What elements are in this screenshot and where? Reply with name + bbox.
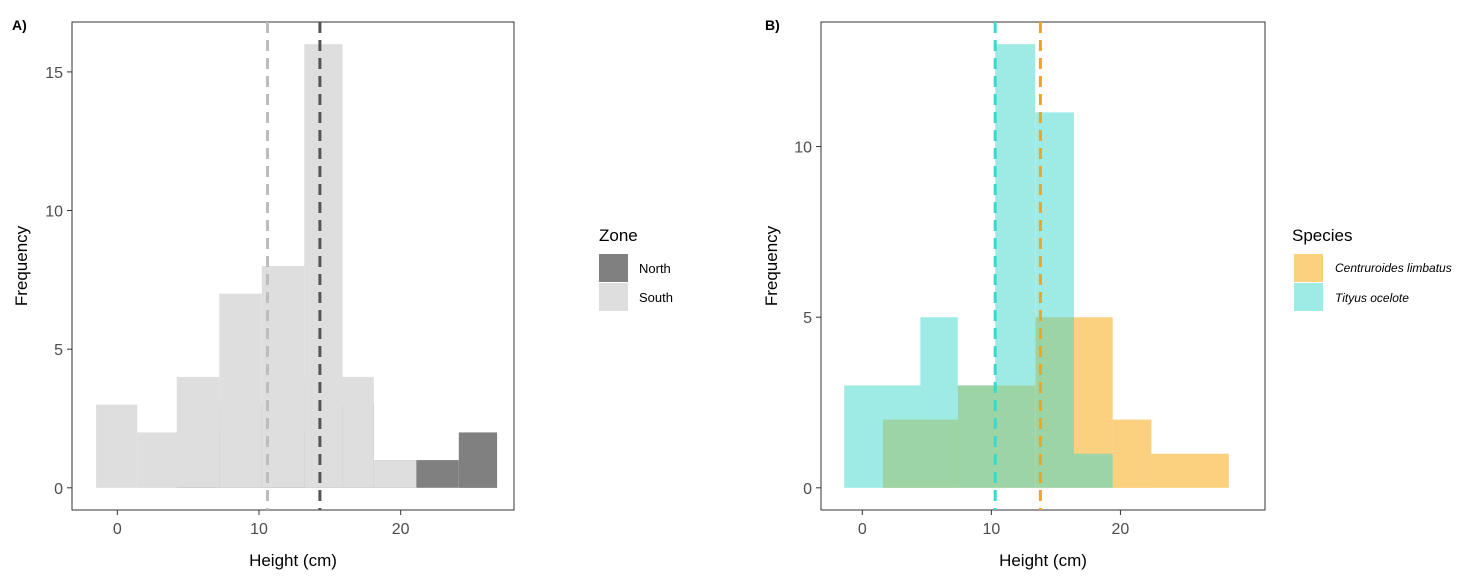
panel-a-legend-title: Zone bbox=[599, 226, 638, 245]
bar-tityus-ocelote-0 bbox=[844, 385, 921, 488]
x-tick-label: 10 bbox=[250, 521, 268, 538]
bar-south-6 bbox=[342, 376, 374, 488]
bar-tityus-ocelote-2 bbox=[957, 385, 996, 488]
panel-b-y-axis-label: Frequency bbox=[762, 225, 781, 306]
legend-label-tityus: Tityus ocelote bbox=[1335, 291, 1409, 305]
panel-b-legend-title: Species bbox=[1292, 226, 1352, 245]
panel-b-tag: B) bbox=[765, 17, 780, 33]
bar-north-7 bbox=[458, 432, 498, 488]
legend-swatch-north bbox=[599, 254, 628, 282]
panel-a-x-axis-label: Height (cm) bbox=[249, 551, 337, 570]
panel-b-x-ticks: 0 10 20 bbox=[858, 510, 1130, 538]
x-tick-label: 0 bbox=[858, 521, 867, 538]
panel-a-legend: Zone North South bbox=[599, 226, 673, 311]
legend-label-north: North bbox=[639, 261, 671, 276]
bar-north-6 bbox=[416, 460, 459, 488]
bar-south-7 bbox=[373, 460, 417, 488]
x-tick-label: 20 bbox=[1112, 521, 1130, 538]
panel-a-y-axis-label: Frequency bbox=[12, 225, 31, 306]
y-tick-label: 5 bbox=[803, 310, 812, 327]
panel-b-x-axis-label: Height (cm) bbox=[999, 551, 1087, 570]
x-tick-label: 10 bbox=[982, 521, 1000, 538]
legend-label-south: South bbox=[639, 290, 673, 305]
bar-south-3 bbox=[219, 293, 262, 488]
panel-b-mean-lines bbox=[993, 22, 1042, 510]
bar-south-1 bbox=[137, 432, 177, 488]
panel-b: B) 0 10 20 0 5 10 Height (cm) Frequency Spec… bbox=[762, 17, 1452, 570]
y-tick-label: 15 bbox=[45, 65, 63, 82]
bar-tityus-ocelote-3 bbox=[995, 44, 1036, 488]
y-tick-label: 10 bbox=[794, 140, 812, 157]
y-tick-label: 0 bbox=[803, 481, 812, 498]
legend-label-centruroides: Centruroides limbatus bbox=[1335, 261, 1452, 275]
bar-south-0 bbox=[96, 404, 138, 488]
panel-a-mean-lines bbox=[266, 22, 322, 510]
y-tick-label: 0 bbox=[54, 481, 63, 498]
panel-b-bars bbox=[844, 44, 1229, 488]
panel-a-tag: A) bbox=[12, 17, 27, 33]
bar-tityus-ocelote-5 bbox=[1074, 453, 1113, 488]
x-tick-label: 20 bbox=[392, 521, 410, 538]
legend-swatch-centruroides bbox=[1294, 254, 1323, 282]
panel-a-x-ticks: 0 10 20 bbox=[113, 510, 410, 538]
panel-a: A) 0 10 20 0 5 10 15 Height (cm) Frequency Zo… bbox=[12, 17, 673, 570]
x-tick-label: 0 bbox=[113, 521, 122, 538]
panel-b-y-ticks: 0 5 10 bbox=[794, 140, 821, 498]
panel-a-y-ticks: 0 5 10 15 bbox=[45, 65, 72, 498]
bar-south-5 bbox=[304, 44, 343, 488]
legend-swatch-tityus bbox=[1294, 283, 1323, 311]
y-tick-label: 10 bbox=[45, 204, 63, 221]
bar-tityus-ocelote-1 bbox=[920, 317, 958, 488]
panel-b-legend: Species Centruroides limbatus Tityus oce… bbox=[1292, 226, 1452, 311]
legend-swatch-south bbox=[599, 283, 628, 311]
bar-centruroides-limbatus-6 bbox=[1151, 453, 1229, 488]
y-tick-label: 5 bbox=[54, 342, 63, 359]
bar-south-2 bbox=[176, 376, 220, 488]
bar-centruroides-limbatus-5 bbox=[1112, 419, 1152, 488]
